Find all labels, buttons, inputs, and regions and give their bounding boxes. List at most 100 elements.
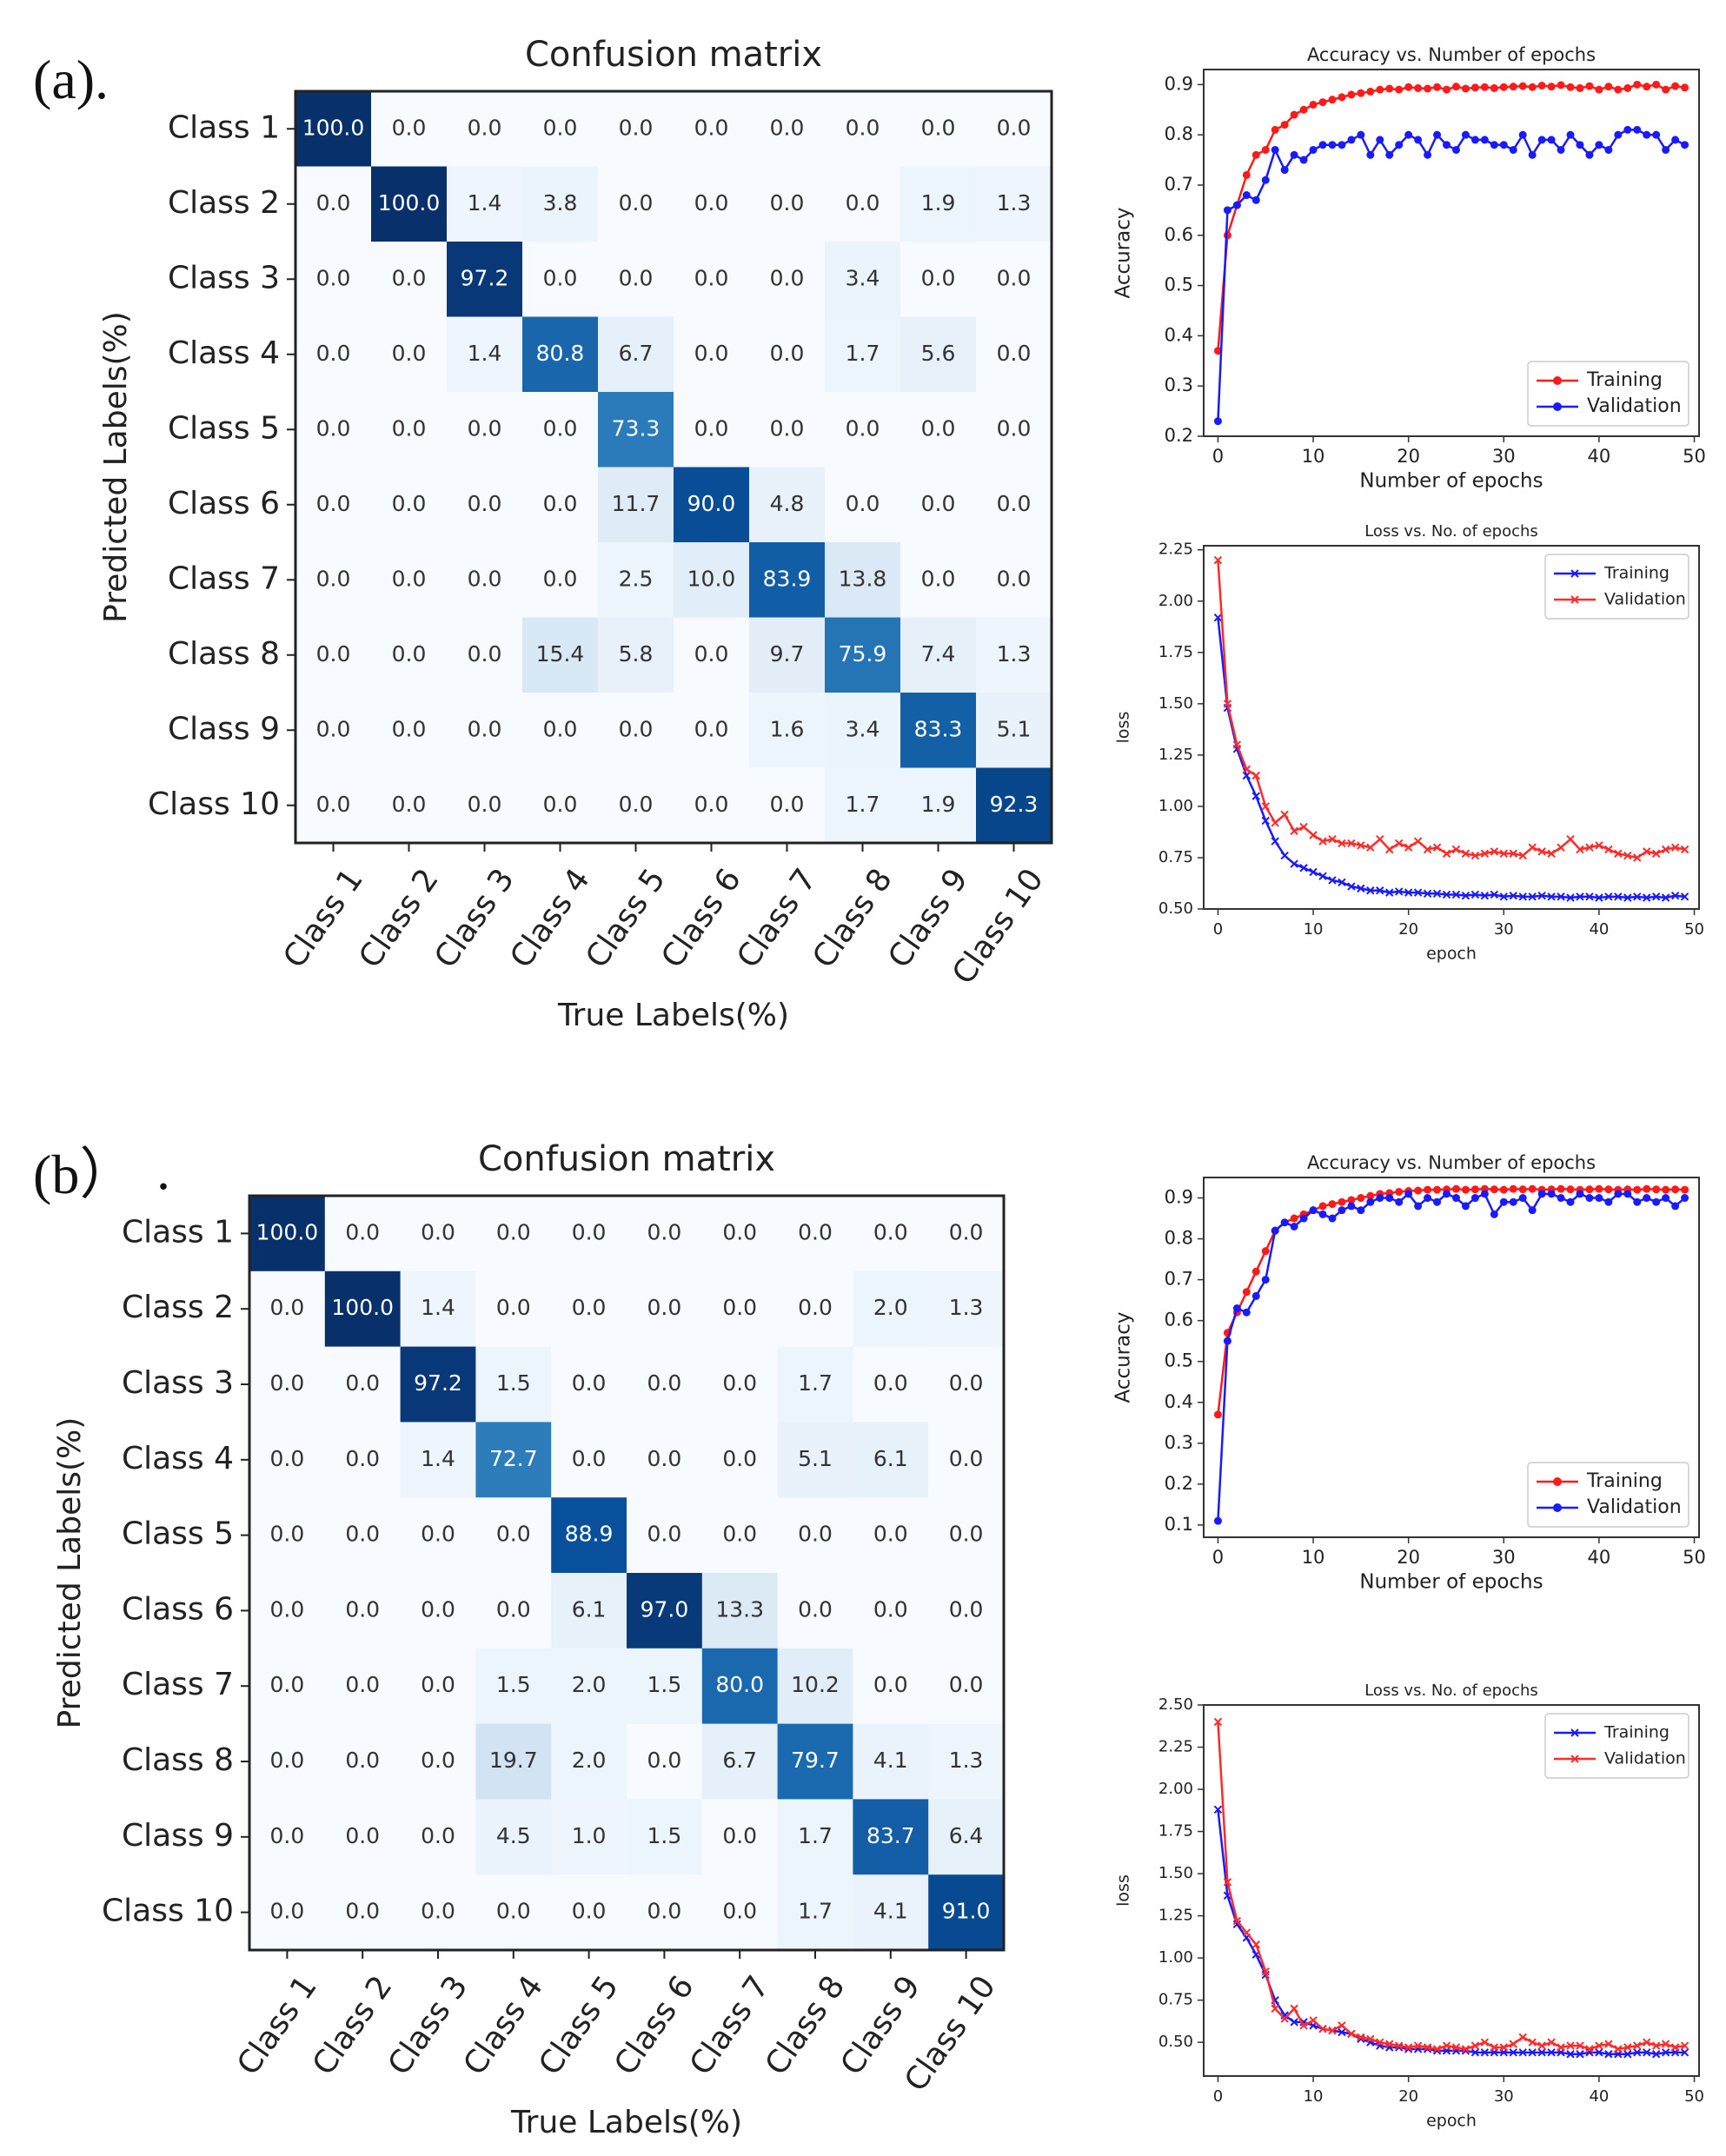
cell-value: 0.0 [722, 1370, 757, 1396]
cell-value: 6.7 [619, 341, 654, 366]
matrix-cell [900, 242, 977, 317]
matrix-cell [551, 1874, 627, 1951]
cell-value: 1.5 [647, 1823, 682, 1848]
matrix-cell [324, 1422, 402, 1498]
y-axis-label: Accuracy [1112, 1311, 1135, 1403]
cell-value: 9.7 [770, 641, 805, 667]
data-point [1338, 878, 1346, 887]
legend-box [1544, 1713, 1689, 1779]
matrix-cell [324, 1573, 402, 1649]
data-point [1414, 83, 1423, 92]
cell-value: 19.7 [489, 1748, 538, 1773]
cell-value: 2.0 [572, 1748, 607, 1773]
data-point [1547, 892, 1556, 901]
matrix-cell [853, 1346, 929, 1423]
data-point [1451, 845, 1461, 854]
data-point [1223, 1878, 1232, 1887]
data-point [1261, 816, 1270, 826]
cell-value: 0.0 [345, 1823, 380, 1848]
data-point [1651, 892, 1661, 901]
data-point [1614, 2045, 1623, 2053]
matrix-cell [900, 767, 977, 844]
data-point [1547, 136, 1556, 144]
data-point [1451, 1184, 1460, 1193]
matrix-cell [928, 1648, 1005, 1725]
data-point [1318, 98, 1327, 107]
data-point [1376, 834, 1384, 844]
data-point [1451, 890, 1461, 899]
data-point [1566, 1197, 1575, 1206]
data-point [1347, 1196, 1356, 1204]
cell-value: 0.0 [316, 190, 351, 216]
data-point [1557, 1194, 1565, 1203]
y-tick-label: 0.6 [1165, 1310, 1193, 1330]
cell-value: 0.0 [873, 1596, 908, 1622]
data-point [1509, 145, 1517, 154]
data-point [1404, 2043, 1413, 2052]
data-point [1623, 83, 1632, 92]
data-point [1662, 85, 1670, 94]
y-tick-label: 2.25 [1158, 541, 1193, 559]
data-point [1357, 89, 1365, 97]
cell-value: 1.5 [496, 1370, 531, 1396]
data-point [1614, 130, 1623, 139]
x-tick-label: 20 [1397, 1547, 1420, 1568]
matrix-cell [976, 693, 1052, 768]
cell-value: 0.0 [496, 1522, 531, 1547]
cell-value: 0.0 [468, 566, 502, 591]
data-point [1328, 96, 1337, 104]
data-point [1528, 150, 1537, 159]
matrix-cell [976, 91, 1052, 167]
data-point [1651, 2050, 1661, 2059]
cell-value: 0.0 [345, 1522, 380, 1547]
matrix-cell [825, 767, 901, 844]
data-point [1499, 2043, 1508, 2052]
x-axis-label: Number of epochs [1359, 470, 1543, 493]
matrix-cell [928, 1422, 1005, 1498]
data-point [1633, 853, 1642, 862]
cell-value: 0.0 [846, 115, 880, 140]
data-point [1681, 1185, 1689, 1194]
matrix-cell [371, 467, 448, 543]
matrix-cell [295, 91, 372, 167]
matrix-cell [598, 91, 674, 167]
cell-value: 0.0 [572, 1899, 607, 1924]
data-point [1223, 1337, 1231, 1345]
cell-value: 0.0 [846, 415, 880, 441]
x-tick-label: 0 [1213, 2087, 1223, 2106]
matrix-cell [295, 166, 372, 242]
cell-value: 4.1 [873, 1899, 908, 1924]
data-point [1414, 136, 1423, 144]
cell-value: 0.0 [694, 716, 729, 741]
cell-value: 0.0 [873, 1522, 908, 1547]
x-tick-label: 40 [1588, 446, 1611, 467]
x-tick-label: 50 [1683, 1547, 1706, 1568]
data-point [1385, 845, 1394, 854]
data-point [1595, 2041, 1603, 2050]
data-point [1604, 2050, 1613, 2059]
cell-value: 0.0 [468, 716, 502, 741]
data-point [1537, 81, 1546, 90]
cell-value: 97.2 [461, 265, 509, 290]
cell-value: 4.5 [496, 1823, 531, 1848]
y-tick-label: Class 4 [122, 1441, 234, 1476]
y-tick-label: 0.1 [1165, 1514, 1193, 1535]
data-point [1271, 1226, 1279, 1235]
cell-value: 0.0 [694, 792, 729, 817]
matrix-cell [749, 166, 826, 242]
data-point [1280, 851, 1289, 860]
data-point [1213, 1410, 1222, 1419]
data-point [1661, 893, 1670, 902]
data-point [1661, 2040, 1670, 2048]
data-point [1461, 2045, 1470, 2053]
data-point [1576, 141, 1584, 149]
data-point [1423, 889, 1432, 898]
legend-marker [1553, 376, 1562, 385]
data-point [1318, 2024, 1327, 2033]
cell-value: 0.0 [997, 491, 1032, 516]
cell-value: 1.7 [846, 341, 880, 366]
cell-value: 0.0 [873, 1370, 908, 1396]
y-tick-label: Class 5 [122, 1516, 234, 1552]
cell-value: 1.4 [468, 190, 502, 216]
matrix-cell [749, 767, 826, 844]
